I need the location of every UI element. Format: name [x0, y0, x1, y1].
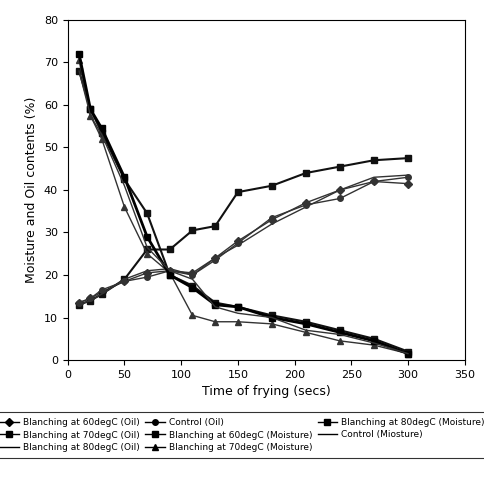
Y-axis label: Moisture and Oil contents (%): Moisture and Oil contents (%) — [25, 97, 38, 283]
Legend: Blanching at 60degC (Oil), Blanching at 70degC (Oil), Blanching at 80degC (Oil),: Blanching at 60degC (Oil), Blanching at … — [0, 412, 484, 458]
X-axis label: Time of frying (secs): Time of frying (secs) — [202, 386, 331, 398]
